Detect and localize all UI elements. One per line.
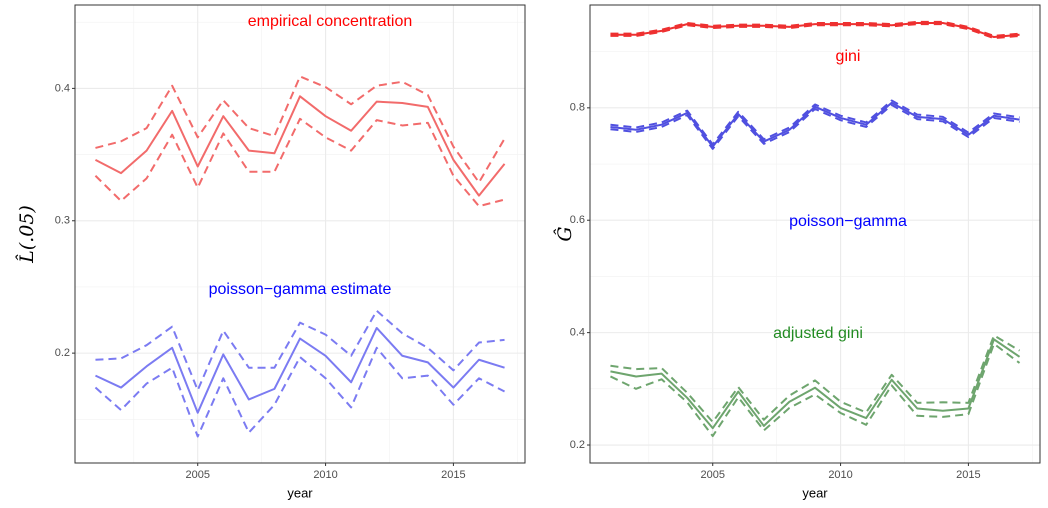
series-line: [95, 309, 505, 392]
x-tick-label: 2010: [313, 469, 337, 481]
series-line: [95, 326, 505, 414]
series-line: [94, 346, 506, 438]
x-tick-label: 2010: [828, 469, 852, 481]
panel-border: [74, 4, 526, 464]
series-line: [610, 99, 1020, 146]
series-line: [94, 117, 505, 208]
series-line: [610, 338, 1021, 430]
series-line: [610, 334, 1021, 423]
annotation: empirical concentration: [248, 13, 413, 30]
x-axis-label: year: [287, 485, 313, 500]
series-line: [610, 342, 1021, 438]
y-axis-label: L̂(.05): [16, 205, 38, 264]
y-tick-label: 0.2: [570, 439, 585, 451]
panel-border: [589, 4, 1041, 464]
annotation: gini: [836, 48, 861, 65]
x-tick-label: 2015: [441, 469, 465, 481]
series-line: [610, 23, 1020, 40]
y-tick-label: 0.3: [55, 215, 70, 227]
annotation: poisson−gamma estimate: [209, 281, 392, 298]
y-tick-label: 0.2: [55, 347, 70, 359]
y-tick-label: 0.6: [570, 214, 585, 226]
series-line: [610, 20, 1020, 37]
series-line: [610, 101, 1020, 148]
series-line: [94, 95, 506, 197]
x-axis-label: year: [802, 485, 828, 500]
x-tick-label: 2015: [956, 469, 980, 481]
y-tick-label: 0.8: [570, 102, 585, 114]
series-line: [610, 21, 1020, 39]
x-tick-label: 2005: [185, 469, 209, 481]
y-tick-label: 0.4: [570, 327, 585, 339]
x-tick-label: 2005: [700, 469, 724, 481]
series-line: [610, 104, 1020, 150]
y-axis-label: Ĝ: [553, 226, 576, 241]
annotation: adjusted gini: [773, 325, 863, 342]
annotation: poisson−gamma: [789, 213, 907, 230]
y-tick-label: 0.4: [55, 82, 70, 94]
series-line: [95, 75, 506, 184]
